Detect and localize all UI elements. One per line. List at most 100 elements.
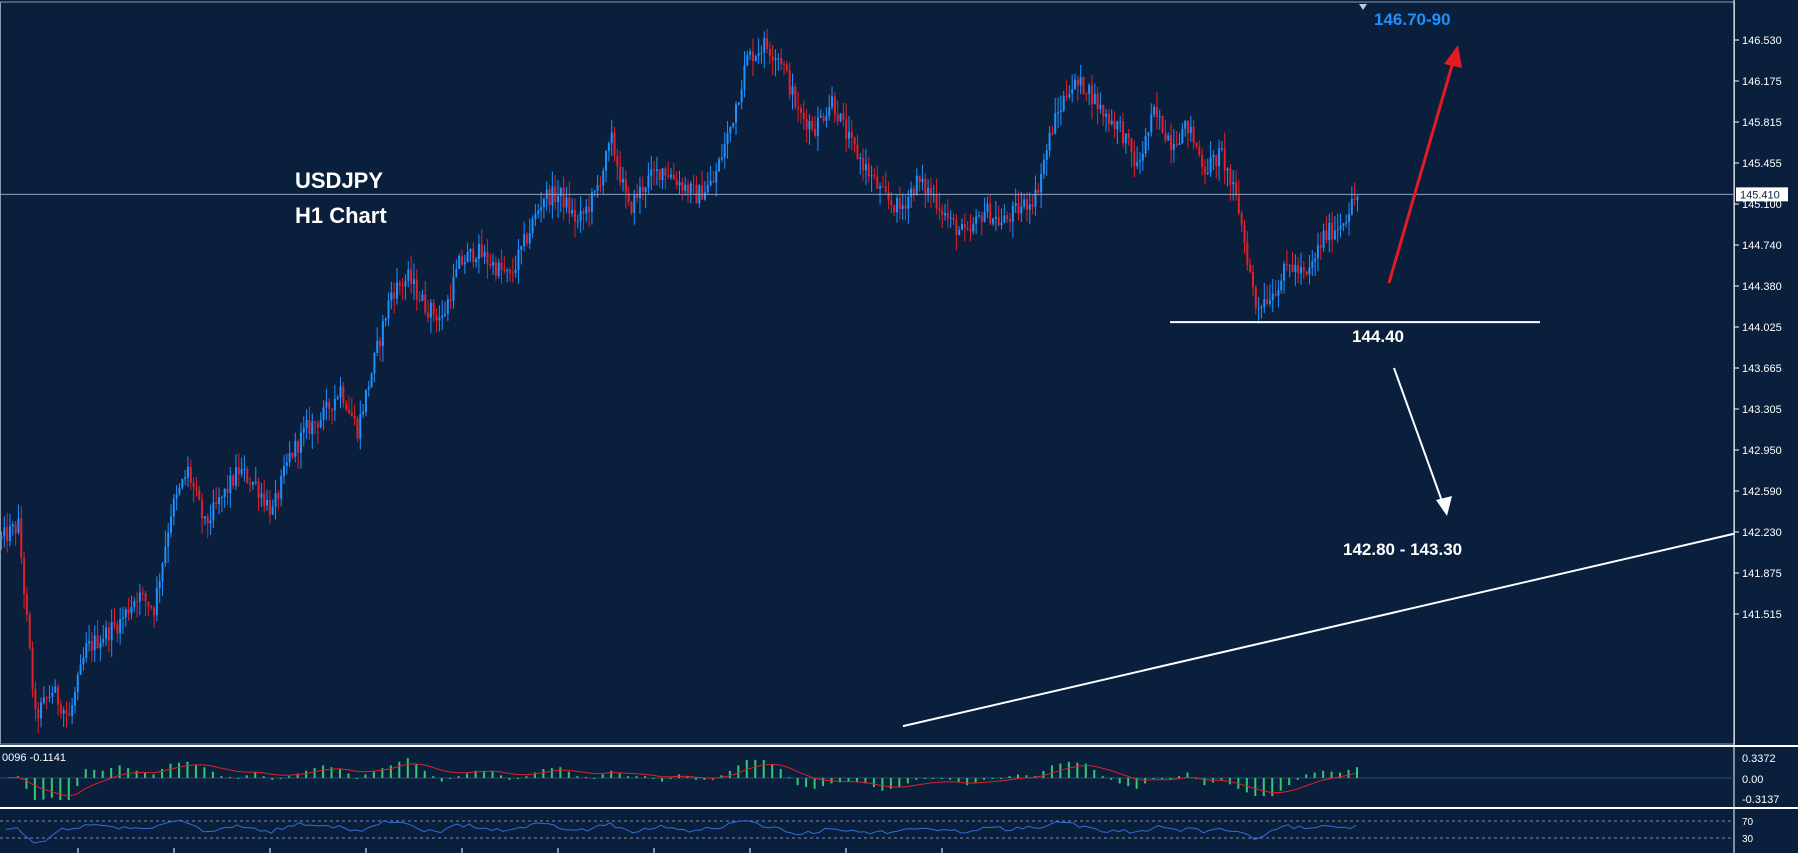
candle-body [661,168,664,180]
candle-body [1003,215,1006,223]
candle-body [379,340,382,347]
macd-histogram-bar [432,776,435,778]
candle [647,162,650,195]
candle-body [469,248,472,253]
candle-body [531,219,534,233]
candle-body [153,607,156,616]
candle-body [557,196,560,203]
candle-body [514,269,517,273]
candle [644,186,647,209]
candle [458,253,461,270]
candle [133,597,136,613]
candle [446,294,449,322]
macd-histogram-bar [855,778,858,783]
candle [11,521,14,536]
macd-histogram-bar [974,778,977,783]
candle [1209,140,1212,177]
candle [40,697,43,728]
candle-body [192,482,195,488]
candle-body [876,176,879,189]
candle-body [438,317,441,321]
candle-body [427,312,430,318]
candle-body [941,210,944,216]
candle-body [1218,148,1221,167]
macd-histogram-bar [771,764,774,778]
candle [460,249,463,267]
candle [828,94,831,121]
candle-body [862,157,865,171]
candle [328,398,331,421]
candle [237,453,240,487]
candle [127,597,130,621]
candle-body [794,86,797,108]
macd-histogram-bar [737,765,740,778]
macd-histogram-bar [1000,778,1003,779]
candle-body [961,224,963,230]
candle-body [1189,126,1192,134]
macd-histogram-bar [610,770,613,778]
macd-histogram-bar [1135,778,1138,789]
candle [992,217,995,226]
candle [946,199,949,229]
macd-histogram-bar [500,775,503,778]
candle [1212,150,1215,170]
candle [73,687,76,714]
candle-body [1014,203,1017,206]
candle [263,480,266,513]
macd-signal-line [8,763,1357,797]
candle [848,115,850,149]
candle-body [415,279,418,300]
candle-body [455,268,458,278]
candle-body [766,37,769,49]
candle-body [1220,148,1223,150]
candle [477,234,480,274]
candle-body [1119,121,1122,123]
candle-body [376,340,379,353]
candle [452,263,455,309]
candle [37,701,40,733]
macd-histogram-bar [728,770,731,778]
candle [1000,208,1003,230]
candle [170,504,172,538]
candle [1136,146,1139,170]
down-arrow-shaft [1393,367,1444,505]
macd-histogram-bar [186,761,189,778]
macd-histogram-bar [533,772,536,778]
candle-body [1000,222,1003,226]
candle-body [709,180,712,185]
candle [836,100,839,126]
candle [850,119,853,151]
candle [51,686,54,704]
candle [582,208,585,230]
candle [1350,186,1353,216]
candle [853,136,856,153]
macd-histogram-bar [779,769,782,778]
candle [116,620,119,643]
macd-histogram-bar [16,776,19,778]
candle [189,459,192,490]
macd-histogram-bar [559,767,562,778]
macd-histogram-bar [1271,778,1274,796]
candle-body [839,113,842,122]
macd-tick-top: 0.3372 [1742,753,1776,765]
candle-body [977,215,980,217]
candle-body [356,418,359,439]
candle [1082,76,1085,95]
candle-body [181,479,184,488]
candle [893,204,896,216]
candle [1328,213,1331,253]
candle [783,60,786,76]
candle-body [946,212,949,219]
macd-histogram-bar [1254,778,1257,796]
macd-histogram-bar [1330,771,1333,778]
candle [1130,137,1133,168]
macd-histogram-bar [1127,778,1130,787]
candle [969,214,972,242]
candle-body [435,314,438,321]
candle [1305,270,1308,277]
candle [588,195,591,227]
candle [314,421,317,435]
macd-histogram-bar [67,778,70,800]
candle [223,488,226,508]
candle [743,51,746,98]
